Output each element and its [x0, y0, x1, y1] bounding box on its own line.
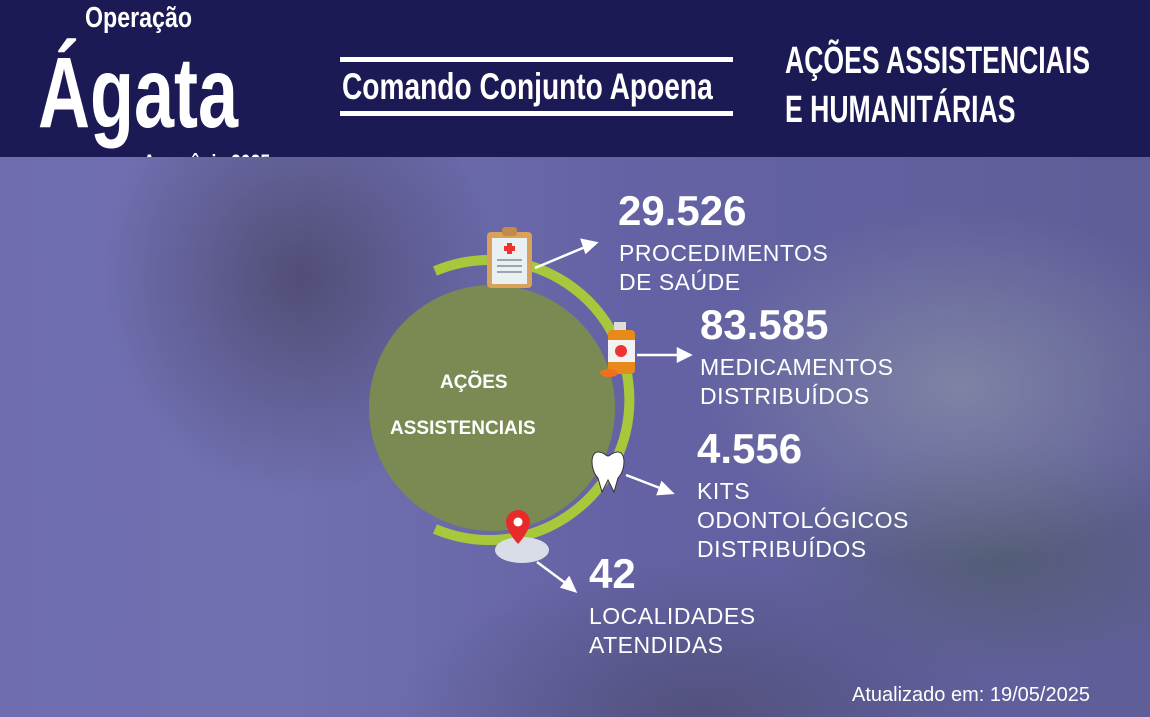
center-circle — [369, 285, 615, 531]
stat-label-line1: MEDICAMENTOS — [700, 354, 894, 380]
stat-label-line1: LOCALIDADES — [589, 603, 756, 629]
stat-value: 42 — [589, 550, 636, 597]
stat-value: 4.556 — [697, 425, 803, 472]
stat-label-line2: ODONTOLÓGICOS — [697, 507, 909, 533]
stat-label-line2: DISTRIBUÍDOS — [700, 383, 870, 409]
stat-label-line2: DE SAÚDE — [619, 269, 741, 295]
stat-label-line1: KITS — [697, 478, 751, 504]
center-label-line2: ASSISTENCIAIS — [390, 418, 536, 439]
arrow-4 — [536, 560, 569, 587]
clipboard-medical-icon — [487, 227, 532, 288]
tooth-icon — [591, 451, 625, 494]
arrows — [534, 238, 693, 594]
stat-label-line2: ATENDIDAS — [589, 632, 724, 658]
medicine-bottle-icon — [600, 322, 635, 377]
stat-value: 83.585 — [700, 301, 829, 348]
divider-top — [340, 57, 733, 62]
stat-value: 29.526 — [618, 187, 747, 234]
divider-bottom — [340, 111, 733, 116]
stat-label-line1: PROCEDIMENTOS — [619, 240, 829, 266]
stat-label-line3: DISTRIBUÍDOS — [697, 536, 867, 562]
page-title-line1: AÇÕES ASSISTENCIAIS — [785, 40, 1090, 82]
map-pin-icon — [495, 510, 549, 563]
page-title-line2: E HUMANITÁRIAS — [785, 89, 1016, 131]
header-banner: Operação Ágata Amazônia 2025 Comando Con… — [0, 0, 1150, 175]
command-name: Comando Conjunto Apoena — [342, 66, 713, 107]
center-label-line1: AÇÕES — [440, 372, 508, 393]
arrow-1 — [534, 243, 591, 270]
logo-agata: Ágata — [38, 37, 239, 149]
arrow-3 — [625, 473, 666, 492]
logo-operacao: Operação — [85, 2, 193, 34]
updated-date: Atualizado em: 19/05/2025 — [852, 684, 1090, 706]
